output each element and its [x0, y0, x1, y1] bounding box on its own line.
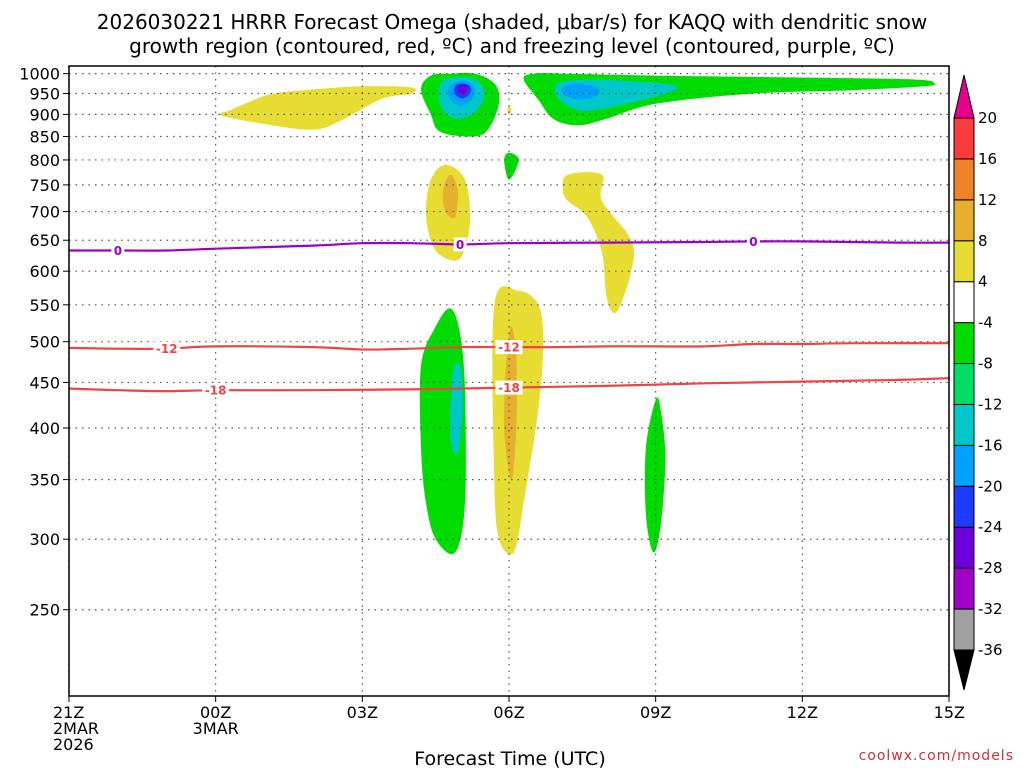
y-tick-label: 800	[29, 151, 60, 170]
y-tick-label: 600	[29, 262, 60, 281]
y-axis: 250 300 350 400 450 500 550 600 650 700 750 800 850 9…	[19, 65, 69, 620]
y-tick-label: 500	[29, 333, 60, 352]
colorbar-min-arrow	[953, 649, 975, 691]
contour-label-dendritic-lower: -12	[156, 342, 178, 356]
x-tick-label: 03Z	[347, 703, 378, 722]
y-tick-label: 700	[29, 203, 60, 222]
contour-label-freezing-level: 0	[749, 235, 757, 249]
y-tick-label: 850	[29, 128, 60, 147]
colorbar-box	[953, 322, 975, 365]
colorbar-tick-label: -36	[978, 641, 1003, 659]
x-tick-label: 12Z	[787, 703, 818, 722]
contour-label-bg	[746, 234, 760, 249]
omega-area-descent-tiny	[507, 105, 512, 115]
colorbar-box	[953, 240, 975, 283]
y-tick-label: 900	[29, 105, 60, 124]
colorbar-tick-label: -8	[978, 355, 993, 373]
chart-title: 2026030221 HRRR Forecast Omega (shaded, …	[97, 10, 927, 34]
x-tick-label: 15Z	[934, 703, 965, 722]
contour-label-bg	[495, 380, 523, 395]
colorbar-tick-label: 4	[978, 273, 988, 291]
colorbar: -36 -32 -28 -24 -20 -16 -12 -8 -4 4 8 12 16 20	[953, 74, 1003, 691]
y-tick-label: 1000	[19, 65, 60, 84]
y-tick-label: 450	[29, 373, 60, 392]
contour-dendritic-upper	[68, 377, 950, 393]
x-axis-label: Forecast Time (UTC)	[414, 748, 605, 768]
contour-label-freezing-level: 0	[114, 244, 122, 258]
contour-label-bg	[495, 340, 523, 355]
colorbar-box	[953, 363, 975, 405]
colorbar-tick-label: -4	[978, 314, 993, 332]
y-tick-label: 400	[29, 419, 60, 438]
contour-label-bg	[153, 341, 181, 356]
omega-shading-layer	[218, 72, 936, 555]
contour-layer: -18 -18 -12 -12 0 0 0	[68, 234, 950, 398]
colorbar-box	[953, 403, 975, 446]
contour-label-dendritic-upper: -18	[205, 384, 227, 398]
omega-area-descent-mid-left-core	[442, 174, 458, 219]
omega-area-descent-upper-middle	[492, 286, 544, 555]
colorbar-max-arrow	[953, 74, 975, 119]
y-tick-label: 650	[29, 231, 60, 250]
x-tick-label: 06Z	[493, 703, 524, 722]
colorbar-box	[953, 158, 975, 201]
contour-label-freezing-level: 0	[456, 238, 464, 252]
colorbar-tick-label: 12	[978, 191, 997, 209]
x-tick-label: 2MAR	[53, 719, 99, 738]
colorbar-tick-label: -32	[978, 600, 1003, 618]
colorbar-tick-label: -28	[978, 559, 1003, 577]
colorbar-box	[953, 567, 975, 610]
credit-text: coolwx.com/models	[859, 748, 1014, 764]
contour-label-bg	[202, 383, 230, 398]
y-tick-label: 550	[29, 296, 60, 315]
x-tick-label: 00Z	[200, 703, 231, 722]
colorbar-tick-label: 16	[978, 150, 997, 168]
omega-area-ascent-lowlevel-left-24	[457, 84, 468, 95]
omega-area-descent-lowlevel-left	[218, 86, 417, 130]
colorbar-tick-label: 8	[978, 232, 988, 250]
contour-label-dendritic-upper: -18	[498, 381, 520, 395]
x-tick-label: 21Z	[53, 703, 84, 722]
x-tick-label: 2026	[53, 735, 94, 754]
colorbar-tick-label: -20	[978, 477, 1003, 495]
colorbar-box	[953, 485, 975, 528]
y-tick-label: 300	[29, 530, 60, 549]
contour-label-dendritic-lower: -12	[498, 341, 520, 355]
y-tick-label: 250	[29, 601, 60, 620]
colorbar-tick-label: -16	[978, 436, 1003, 454]
omega-area-descent-upper-middle-core	[503, 326, 517, 480]
colorbar-box	[953, 117, 975, 160]
colorbar-box	[953, 526, 975, 569]
colorbar-box	[953, 444, 975, 487]
omega-area-descent-mid-right	[562, 172, 635, 314]
omega-area-ascent-lowlevel-right-16	[560, 83, 600, 100]
colorbar-tick-label: 20	[978, 109, 997, 127]
colorbar-tick-label: -12	[978, 395, 1003, 413]
y-tick-label: 950	[29, 84, 60, 103]
y-tick-label: 350	[29, 471, 60, 490]
omega-area-ascent-small-mid	[504, 152, 519, 180]
contour-label-bg	[111, 243, 125, 258]
colorbar-box	[953, 281, 975, 324]
y-tick-label: 750	[29, 176, 60, 195]
chart-title-line2: growth region (contoured, red, ºC) and f…	[129, 34, 895, 58]
omega-area-ascent-upper-right	[644, 397, 666, 553]
colorbar-tick-label: -24	[978, 518, 1003, 536]
contour-label-bg	[453, 237, 467, 252]
x-tick-label: 09Z	[640, 703, 671, 722]
omega-area-ascent-upper-left-core	[450, 362, 463, 455]
colorbar-box	[953, 199, 975, 242]
x-tick-label: 3MAR	[193, 719, 239, 738]
colorbar-box	[953, 608, 975, 651]
